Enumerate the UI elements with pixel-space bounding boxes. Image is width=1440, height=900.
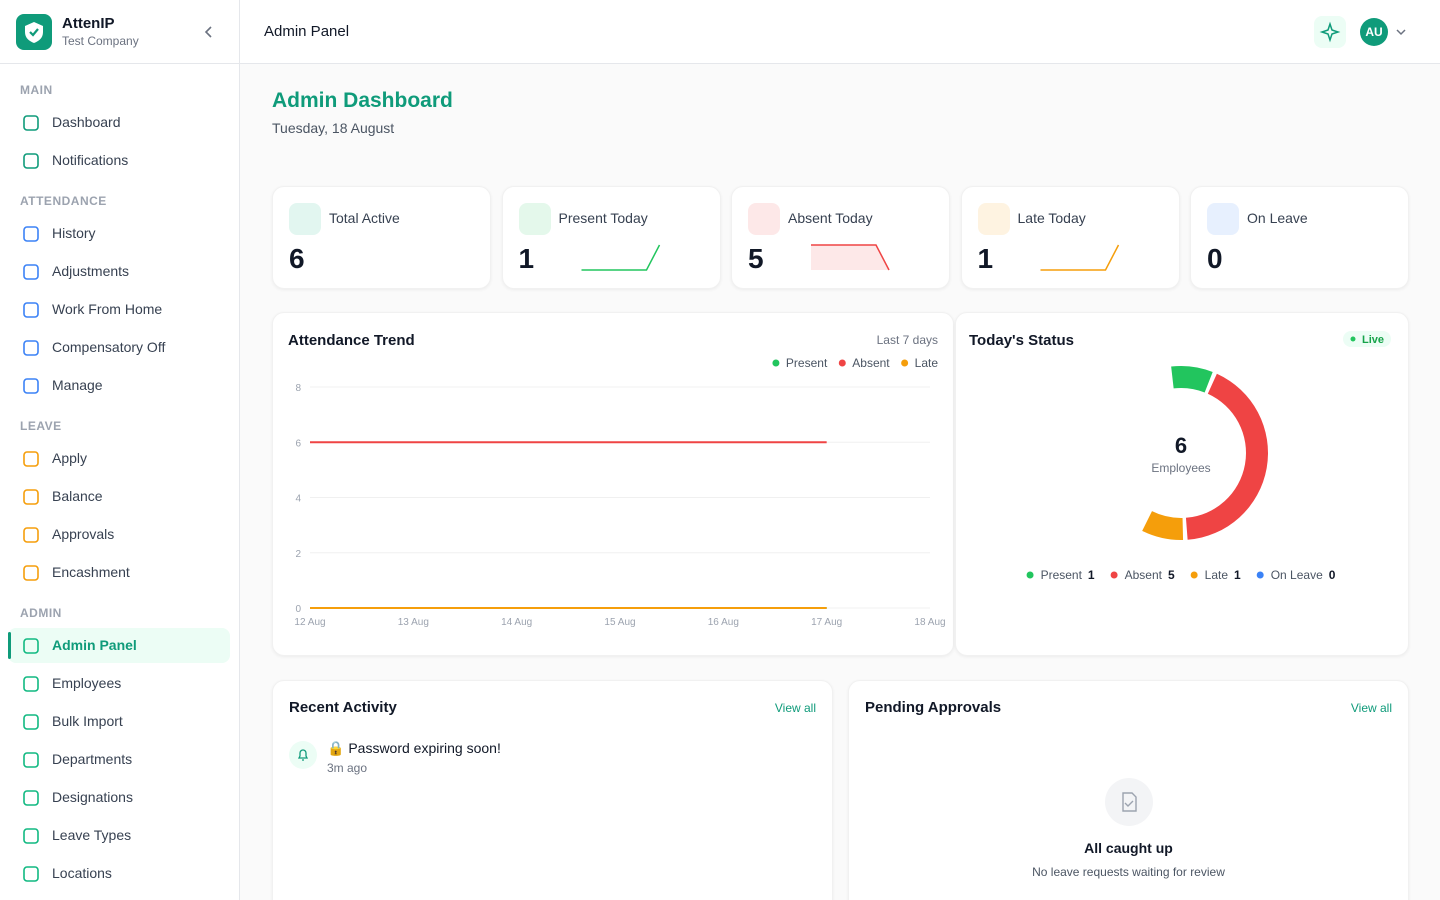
activity-time: 3m ago <box>327 761 368 775</box>
topbar: Admin Panel AU <box>240 0 1440 64</box>
activity-text: 🔒 Password expiring soon! <box>327 740 501 756</box>
nav-icon <box>23 115 39 131</box>
nav-icon <box>23 638 39 654</box>
nav-item[interactable]: Work From Home <box>52 301 163 317</box>
brand-name: AttenIP <box>62 15 115 32</box>
activity-card: Recent Activity View all 🔒 Password expi… <box>272 680 833 900</box>
nav-icon <box>23 451 39 467</box>
ai-button[interactable] <box>1314 16 1346 48</box>
empty-title: All caught up <box>1084 840 1173 856</box>
activity-view-all[interactable]: View all <box>774 701 816 715</box>
nav-icon <box>23 264 39 280</box>
stat-value: 5 <box>748 243 764 274</box>
nav-item[interactable]: Adjustments <box>52 263 130 279</box>
nav-item[interactable]: Departments <box>52 751 133 767</box>
stat-icon <box>289 203 321 235</box>
nav-icon <box>23 866 39 882</box>
nav-item[interactable]: Dashboard <box>52 114 121 130</box>
stat-label: Absent Today <box>788 210 873 226</box>
stat-card: Total Active 6 <box>272 186 491 289</box>
stat-icon <box>1207 203 1239 235</box>
nav-item[interactable]: Designations <box>52 789 133 805</box>
stat-icon <box>748 203 780 235</box>
nav-item[interactable]: Balance <box>52 488 103 504</box>
stat-card: Absent Today 5 <box>731 186 950 289</box>
activity-title: Recent Activity <box>289 699 397 716</box>
sidebar: AttenIP Test Company MAIN Dashboard Notifi… <box>0 0 240 900</box>
nav-icon <box>23 378 39 394</box>
nav-item[interactable]: History <box>52 225 96 241</box>
page-date: Tuesday, 18 August <box>272 120 395 136</box>
nav-section-title: ADMIN <box>20 606 62 620</box>
nav-item[interactable]: Locations <box>52 865 112 881</box>
nav-item[interactable]: Leave Types <box>52 827 132 843</box>
nav-item[interactable]: Bulk Import <box>52 713 123 729</box>
nav-icon <box>23 302 39 318</box>
nav-section-title: MAIN <box>20 83 53 97</box>
nav-active-bar <box>8 632 11 659</box>
nav-icon <box>23 828 39 844</box>
nav-item[interactable]: Encashment <box>52 564 130 580</box>
logo <box>16 14 52 50</box>
stat-card: On Leave 0 <box>1190 186 1409 289</box>
stat-value: 6 <box>289 243 305 274</box>
approvals-title: Pending Approvals <box>865 699 1002 716</box>
stat-card: Late Today 1 <box>960 186 1180 289</box>
nav-item[interactable]: Approvals <box>52 526 115 542</box>
nav-icon <box>23 340 39 356</box>
stat-value: 1 <box>977 243 994 274</box>
nav-section-title: ATTENDANCE <box>20 194 107 208</box>
nav-section-title: LEAVE <box>20 419 62 433</box>
brand-company: Test Company <box>62 34 139 48</box>
nav-icon <box>23 527 39 543</box>
nav-item[interactable]: Admin Panel <box>52 637 137 653</box>
stat-label: Present Today <box>558 210 648 226</box>
stat-value: 1 <box>518 243 535 274</box>
nav-item[interactable]: Notifications <box>52 152 129 168</box>
empty-icon <box>1105 778 1153 826</box>
nav-icon <box>23 714 39 730</box>
nav-item[interactable]: Apply <box>52 450 88 466</box>
avatar[interactable]: AU <box>1360 18 1388 46</box>
nav-item[interactable]: Manage <box>52 377 103 393</box>
trend-card <box>272 312 954 656</box>
approvals-view-all[interactable]: View all <box>1350 701 1392 715</box>
stat-icon <box>977 203 1010 235</box>
nav-item[interactable]: Employees <box>52 675 122 691</box>
page-title: Admin Dashboard <box>272 89 453 112</box>
nav-icon <box>23 226 39 242</box>
approvals-card: Pending Approvals View all All caught up… <box>848 680 1409 900</box>
nav-active-bg <box>8 628 230 663</box>
stat-label: On Leave <box>1247 210 1308 226</box>
empty-text: No leave requests waiting for review <box>1032 865 1225 879</box>
nav-icon <box>23 676 39 692</box>
nav-icon <box>23 489 39 505</box>
stat-card: Present Today 1 <box>501 186 721 289</box>
stat-label: Late Today <box>1017 210 1086 226</box>
status-card <box>955 312 1409 656</box>
divider <box>0 63 239 64</box>
collapse-button[interactable] <box>202 25 216 39</box>
nav-icon <box>23 153 39 169</box>
activity-icon <box>289 741 317 769</box>
nav-icon <box>23 790 39 806</box>
nav-item[interactable]: Compensatory Off <box>52 339 166 355</box>
nav-icon <box>23 565 39 581</box>
header-title: Admin Panel <box>264 23 350 40</box>
stat-value: 0 <box>1207 243 1223 274</box>
stat-label: Total Active <box>329 210 400 226</box>
avatar-chevron[interactable] <box>1395 26 1407 38</box>
stat-icon <box>518 203 551 235</box>
nav-icon <box>23 752 39 768</box>
